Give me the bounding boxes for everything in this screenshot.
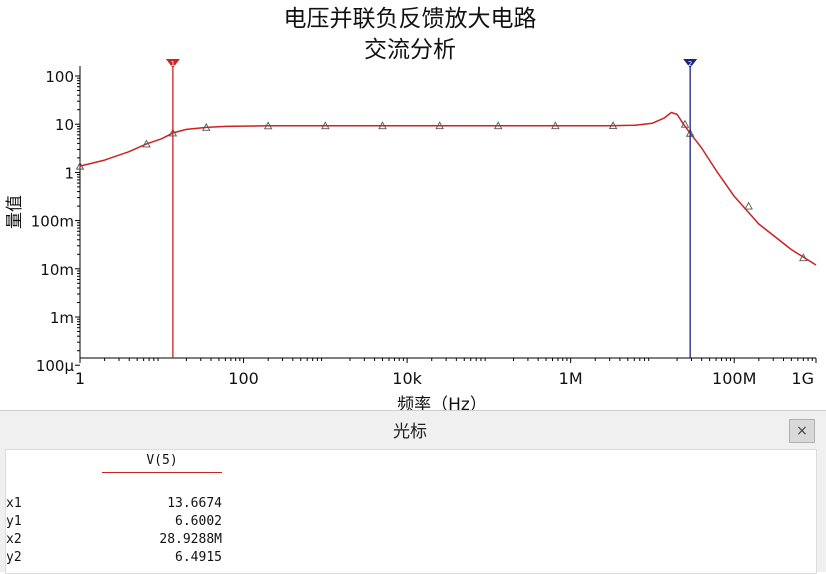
row-label: x2 [6,532,22,547]
x-tick-label: 1M [559,369,583,388]
y-tick-label: 100 [45,68,74,86]
x-tick-label: 10k [392,369,422,388]
cursor-handle-1[interactable] [165,59,180,68]
ac-analysis-chart: 电压并联负反馈放大电路 交流分析 量值 频率（Hz） 100 10 1 100m 10m… [5,6,817,410]
markers-layer [75,119,808,262]
x-tick-label: 100 [228,369,259,388]
chart-subtitle: 交流分析 [364,37,456,63]
chart-title: 电压并联负反馈放大电路 [284,6,537,32]
y-tick-label: 10 [55,116,74,134]
row-label: y2 [6,550,22,565]
data-marker [493,121,503,130]
table-row: y1 6.6002 [6,514,236,531]
table-row: y2 6.4915 [6,550,236,567]
data-marker [744,201,753,210]
data-marker [321,121,330,130]
table-row: x2 28.9288M [6,532,236,549]
row-label: y1 [6,514,22,529]
row-value: 6.4915 [175,550,222,565]
y-tick-label: 1m [50,309,74,327]
x-tick-label: 100M [712,369,756,388]
data-marker [680,119,690,128]
y-tick-label: 10m [40,261,74,279]
series-layer [79,111,817,266]
data-marker [202,122,211,131]
data-marker [435,121,444,130]
x-tick-label: 1G [791,369,814,388]
row-value: 28.9288M [159,532,222,547]
row-label: x1 [6,496,22,511]
y-tick-label: 100m [31,213,74,231]
x-tick-label: 1 [75,369,85,388]
data-marker [608,121,618,130]
series-line-v5 [79,111,817,266]
data-marker [142,139,151,148]
y-tick-label: 100µ [36,357,75,375]
data-marker [799,253,808,262]
cursor-id-1: 1 [171,60,175,68]
x-axis-label: 频率（Hz） [397,395,487,410]
data-marker [378,121,387,130]
cursor-panel: 光标 × V(5) x1 13.6674 y1 6.6002 x2 28.928… [0,410,826,574]
data-marker [75,161,85,170]
cursor-id-2: 2 [688,60,692,68]
row-value: 13.6674 [167,496,222,511]
cursor-handle-2[interactable] [683,59,698,68]
y-tick-label: 1 [64,164,74,182]
table-row: x1 13.6674 [6,496,236,513]
y-axis-label: 量值 [5,195,25,229]
data-marker [263,121,273,130]
cursor-panel-title: 光标 [393,422,427,442]
data-marker [551,121,560,130]
cursor-table: V(5) x1 13.6674 y1 6.6002 x2 28.9288M y2… [5,449,817,574]
row-value: 6.6002 [175,514,222,529]
column-header-v5: V(5) [102,453,222,473]
close-button[interactable]: × [789,419,815,443]
